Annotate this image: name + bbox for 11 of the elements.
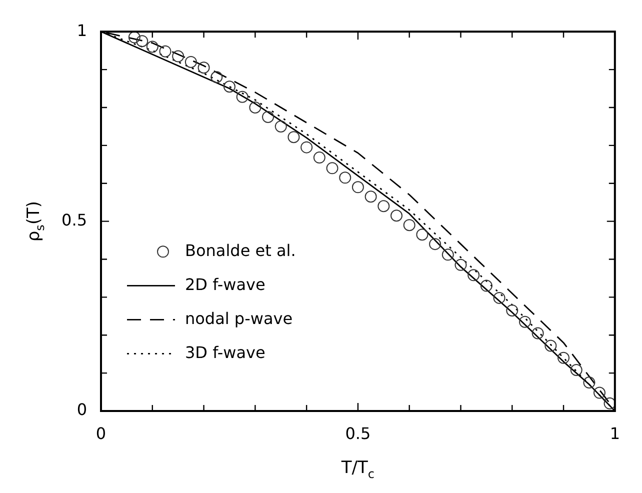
y-tick-label: 1 (76, 20, 87, 40)
y-axis-title: ρs(T) (24, 200, 48, 242)
y-tick-label: 0 (76, 400, 87, 420)
legend-label: nodal p-wave (185, 308, 293, 328)
legend-label: Bonalde et al. (185, 240, 296, 260)
legend-label: 3D f-wave (185, 342, 266, 362)
x-tick-label: 0 (96, 424, 106, 443)
y-tick-label: 0.5 (62, 210, 87, 230)
x-tick-label: 0.5 (345, 424, 371, 443)
x-tick-label: 1 (610, 424, 620, 443)
legend-label: 2D f-wave (185, 274, 266, 294)
